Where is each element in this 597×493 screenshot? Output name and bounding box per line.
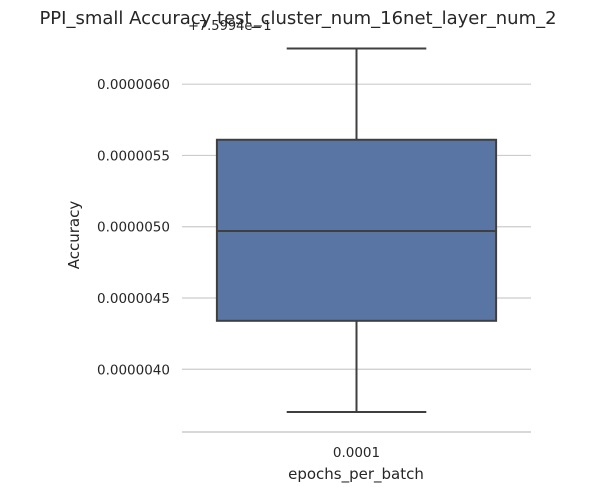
box-series bbox=[215, 47, 498, 414]
y-tick-label: 0.0000055 bbox=[97, 148, 170, 164]
x-axis-label: epochs_per_batch bbox=[288, 465, 424, 484]
y-tick-label: 0.0000060 bbox=[97, 77, 170, 93]
y-offset-label: +7.5994e−1 bbox=[188, 19, 272, 34]
y-tick-label: 0.0000040 bbox=[97, 362, 170, 378]
y-tick-labels: 0.0000040 0.0000045 0.0000050 0.0000055 0.00… bbox=[97, 77, 170, 378]
y-tick-label: 0.0000050 bbox=[97, 220, 170, 236]
y-axis-label: Accuracy bbox=[65, 201, 83, 270]
y-tick-label: 0.0000045 bbox=[97, 291, 170, 307]
x-tick-label: 0.0001 bbox=[333, 445, 380, 461]
x-tick-labels: 0.0001 bbox=[333, 445, 380, 461]
chart-title: PPI_small Accuracy test_cluster_num_16ne… bbox=[39, 8, 556, 29]
